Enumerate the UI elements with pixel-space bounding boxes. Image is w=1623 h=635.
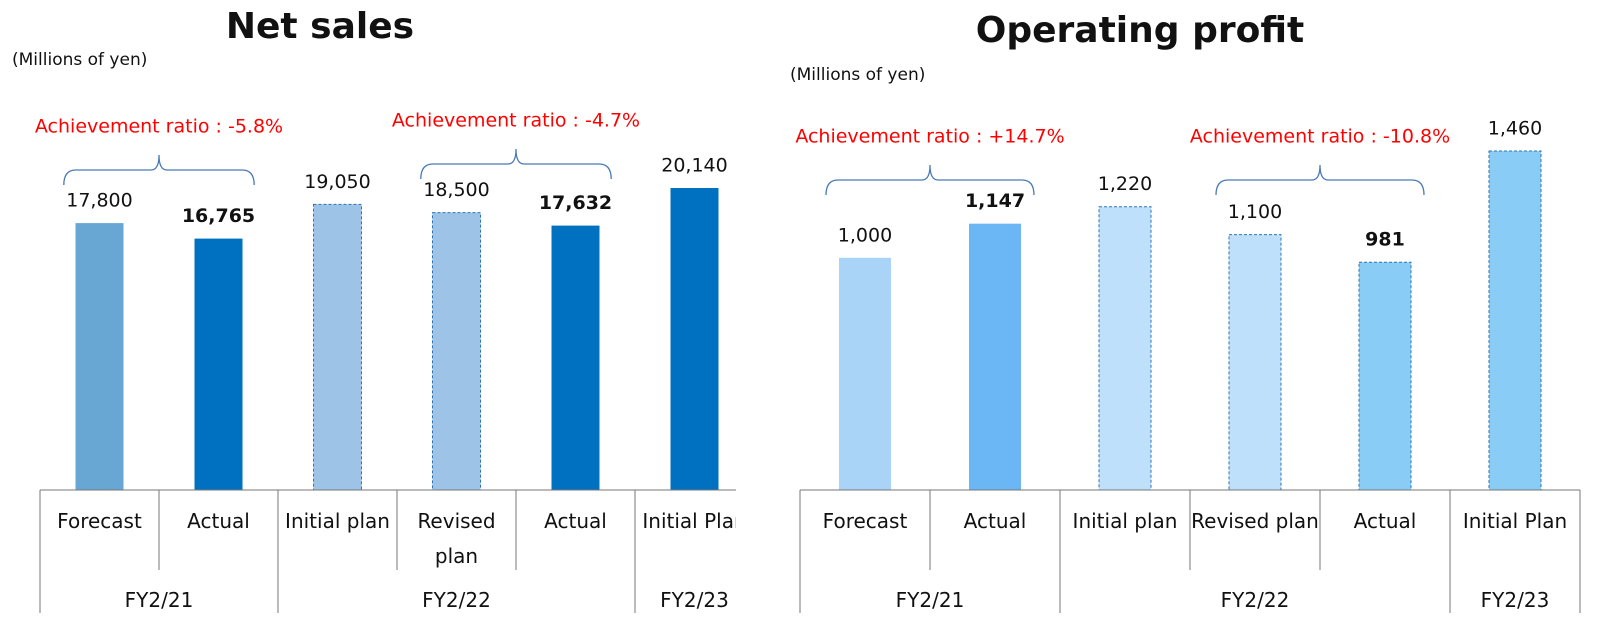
bar [969,223,1021,490]
chart-title: Net sales [226,6,414,47]
unit-label: (Millions of yen) [790,65,925,85]
group-label: FY2/23 [660,588,729,612]
bar [1358,261,1412,491]
value-label: 1,147 [965,190,1025,212]
bar [670,188,719,490]
category-label: Actual [187,509,250,533]
group-label: FY2/22 [422,588,491,612]
category-label: Actual [544,509,607,533]
chart-title: Operating profit [976,10,1304,51]
group-label: FY2/21 [124,588,194,612]
category-label: Initial Plan [642,509,747,533]
unit-label: (Millions of yen) [12,50,147,70]
value-label: 1,220 [1098,173,1152,195]
group-label: FY2/21 [895,588,965,612]
bracket [1215,164,1425,196]
bar [432,212,481,491]
bar [313,203,362,491]
annotation: Achievement ratio : -4.7% [392,110,640,132]
bar [839,257,891,490]
value-label: 1,100 [1228,201,1282,223]
value-label: 20,140 [661,155,727,177]
bracket [63,154,255,186]
category-label: Revised plan [1191,509,1319,533]
bar [1098,206,1152,491]
value-label: 16,765 [182,205,255,227]
annotation: Achievement ratio : -10.8% [1190,126,1450,148]
bar [194,238,243,490]
annotation: Achievement ratio : +14.7% [795,126,1064,148]
value-label: 17,632 [539,192,612,214]
group-label: FY2/22 [1220,588,1290,612]
value-label: 18,500 [423,179,489,201]
bracket [420,148,612,180]
bar [1228,234,1282,491]
category-label: Actual [1353,509,1417,533]
category-label: Forecast [57,509,142,533]
category-label: Initial Plan [1462,509,1568,533]
bar [551,225,600,490]
value-label: 19,050 [304,171,370,193]
bracket [825,164,1035,196]
net-sales-chart: Net sales (Millions of yen) 17,800 16,765 19… [12,6,736,613]
category-label: Actual [963,509,1027,533]
value-label: 981 [1365,229,1405,251]
value-label: 1,460 [1488,118,1542,140]
category-label: Initial plan [285,509,390,533]
category-label: Initial plan [1072,509,1178,533]
group-label: FY2/23 [1480,588,1550,612]
bar [75,223,124,490]
value-label: 17,800 [66,190,132,212]
category-label: Revised plan [417,509,496,568]
value-label: 1,000 [838,224,892,246]
operating-profit-chart: Operating profit (Millions of yen) 1,000 1,… [790,10,1581,613]
annotation: Achievement ratio : -5.8% [35,116,283,138]
bar [1488,150,1542,491]
category-label: Forecast [822,509,908,533]
